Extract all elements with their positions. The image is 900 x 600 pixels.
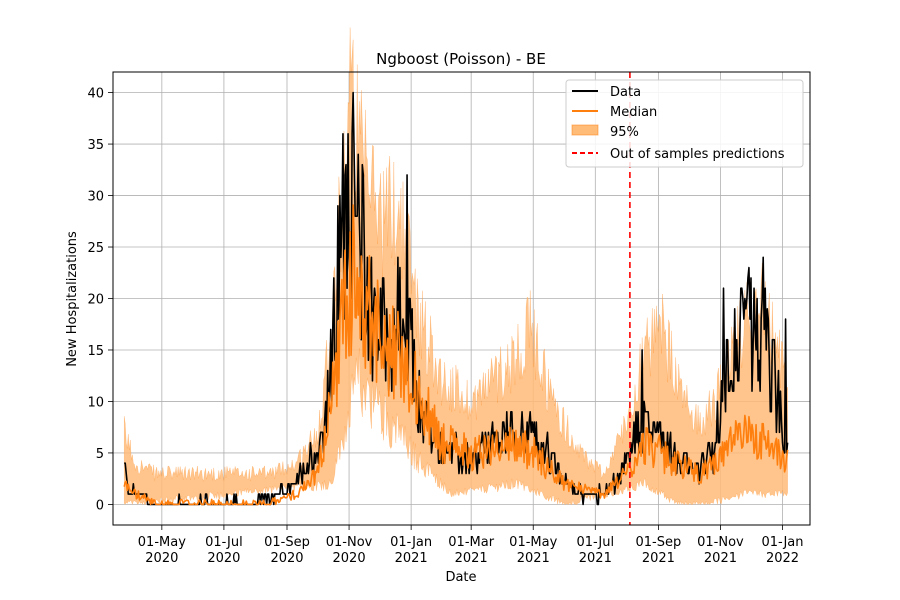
x-tick-label-year: 2021 — [517, 551, 550, 566]
x-tick-label-year: 2020 — [207, 551, 240, 566]
legend-box — [565, 79, 804, 168]
y-tick-label: 5 — [96, 447, 104, 462]
x-tick-label: 01-Sep — [264, 535, 310, 550]
x-tick-label: 01-Jul — [205, 535, 243, 550]
x-tick-label: 01-May — [138, 535, 186, 550]
x-tick-label-year: 2020 — [270, 551, 303, 566]
y-tick-label: 10 — [87, 395, 104, 410]
legend: Data Median 95% Out of samples predictio… — [565, 79, 804, 168]
chart-title: Ngboost (Poisson) - BE — [376, 50, 546, 68]
y-axis-ticks: 0 5 10 15 20 25 30 35 40 — [87, 87, 113, 513]
y-tick-label: 20 — [87, 293, 104, 308]
legend-label-out-of-sample: Out of samples predictions — [610, 147, 785, 162]
x-tick-label-year: 2021 — [455, 551, 488, 566]
x-tick-label: 01-Jan — [390, 535, 432, 550]
data-series-layer — [124, 91, 789, 506]
y-tick-label: 30 — [87, 190, 104, 205]
x-tick-label-year: 2021 — [704, 551, 737, 566]
y-tick-label: 35 — [87, 138, 104, 153]
x-tick-label: 01-Sep — [636, 535, 682, 550]
y-tick-label: 25 — [87, 241, 104, 256]
y-axis-title: New Hospitalizations — [65, 231, 80, 367]
data-series-line — [124, 91, 789, 506]
x-tick-label: 01-Jan — [762, 535, 804, 550]
x-axis-ticks: 01-May202001-Jul202001-Sep202001-Nov2020… — [138, 525, 804, 566]
x-tick-label-year: 2020 — [333, 551, 366, 566]
x-tick-label: 01-May — [509, 535, 557, 550]
x-axis-title: Date — [445, 570, 476, 585]
x-tick-label: 01-Mar — [448, 535, 494, 550]
median-series-line — [123, 204, 789, 506]
x-tick-label-year: 2020 — [145, 551, 178, 566]
x-tick-label: 01-Jul — [576, 535, 614, 550]
y-tick-label: 0 — [96, 498, 104, 513]
legend-swatch-band — [571, 124, 599, 136]
median-series-layer — [123, 204, 789, 506]
legend-label-median: Median — [610, 105, 657, 120]
x-tick-label-year: 2022 — [766, 551, 799, 566]
x-tick-label: 01-Nov — [697, 535, 744, 550]
x-tick-label-year: 2021 — [395, 551, 428, 566]
legend-label-band: 95% — [610, 125, 639, 140]
x-tick-label: 01-Nov — [326, 535, 373, 550]
y-tick-label: 15 — [87, 344, 104, 359]
x-tick-label-year: 2021 — [579, 551, 612, 566]
x-tick-label-year: 2021 — [642, 551, 675, 566]
y-tick-label: 40 — [87, 87, 104, 102]
legend-label-data: Data — [610, 85, 641, 100]
